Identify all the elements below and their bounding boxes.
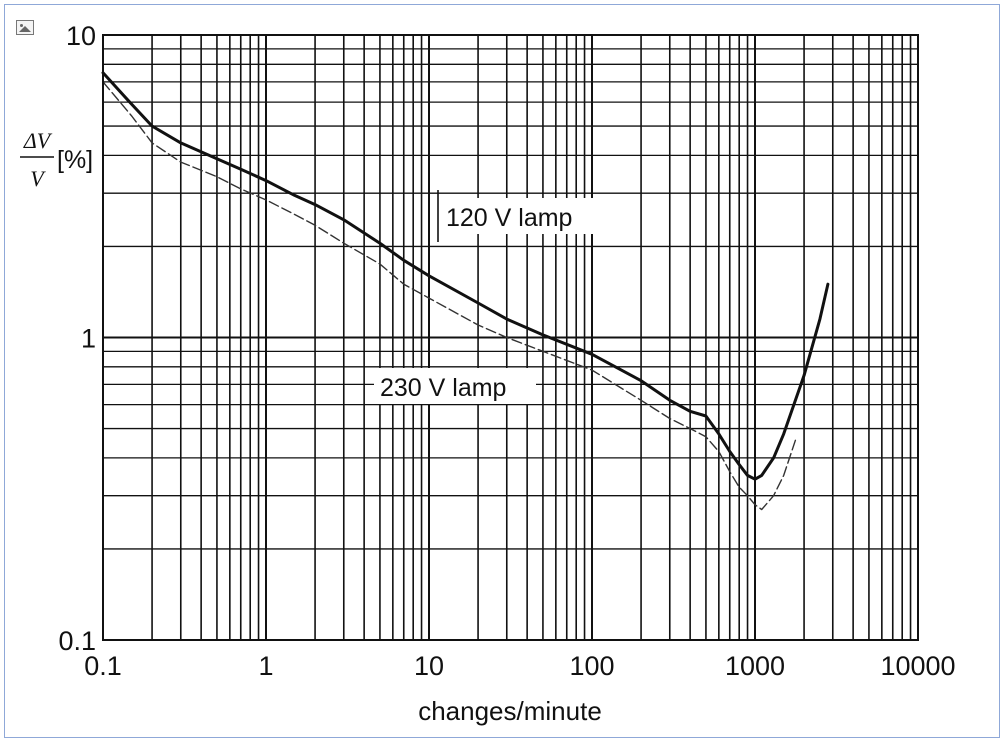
grid — [103, 35, 918, 640]
y-tick-labels: 0.1 1 10 — [58, 21, 96, 656]
x-tick-label: 10000 — [880, 651, 955, 681]
y-axis-label: ΔV V [%] — [20, 128, 93, 191]
y-tick-label: 10 — [66, 21, 96, 51]
y-label-denominator: V — [30, 166, 46, 191]
series-layer — [101, 71, 830, 511]
series-line-120v — [101, 71, 830, 481]
x-tick-label: 10 — [414, 651, 444, 681]
x-tick-label: 1000 — [725, 651, 785, 681]
x-axis-label: changes/minute — [418, 696, 602, 726]
y-label-numerator: ΔV — [23, 128, 53, 153]
y-tick-label: 1 — [81, 324, 96, 354]
x-tick-label: 0.1 — [84, 651, 122, 681]
annotation-120v: 120 V lamp — [437, 190, 600, 242]
series-line-230v — [102, 81, 798, 511]
x-tick-label: 1 — [258, 651, 273, 681]
y-label-unit: [%] — [57, 146, 93, 174]
annotation-230v: 230 V lamp — [374, 368, 536, 404]
y-tick-label: 0.1 — [58, 626, 96, 656]
x-tick-labels: 0.1 1 10 100 1000 10000 — [84, 651, 955, 681]
annotation-230v-label: 230 V lamp — [380, 374, 506, 402]
image-icon — [16, 20, 34, 35]
annotation-120v-label: 120 V lamp — [446, 204, 572, 232]
plot-border — [102, 34, 919, 641]
x-tick-label: 100 — [569, 651, 614, 681]
